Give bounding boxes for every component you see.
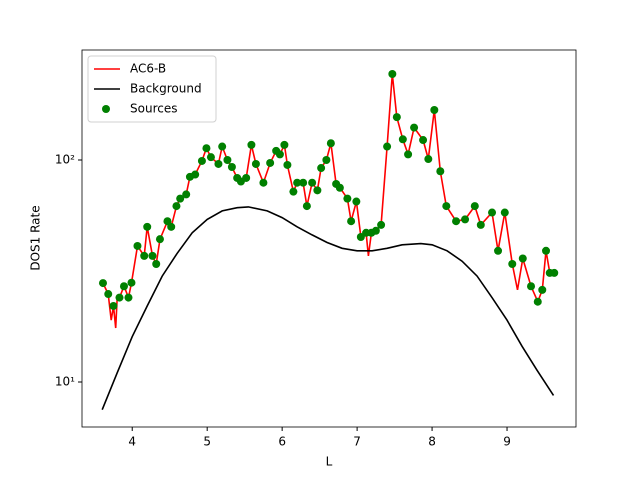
source-point bbox=[293, 178, 302, 187]
legend-box bbox=[87, 55, 217, 123]
source-point bbox=[352, 197, 361, 206]
source-point bbox=[214, 159, 223, 168]
source-point bbox=[299, 178, 308, 187]
source-point bbox=[119, 282, 128, 291]
source-point bbox=[115, 293, 124, 302]
source-point bbox=[289, 187, 298, 196]
source-point bbox=[223, 156, 232, 165]
source-point bbox=[404, 150, 413, 159]
source-point bbox=[322, 156, 331, 165]
source-point bbox=[155, 235, 164, 244]
legend-label: AC6-B bbox=[130, 62, 166, 76]
x-tick-label: 9 bbox=[503, 435, 511, 449]
source-point bbox=[251, 159, 260, 168]
x-tick-label: 8 bbox=[428, 435, 436, 449]
series-line bbox=[102, 73, 555, 329]
source-point bbox=[182, 190, 191, 199]
plot-frame bbox=[81, 49, 577, 428]
source-point bbox=[308, 178, 317, 187]
source-point bbox=[172, 202, 181, 211]
source-point bbox=[163, 217, 172, 226]
source-point bbox=[410, 123, 419, 132]
source-point bbox=[104, 290, 113, 299]
source-point bbox=[266, 158, 275, 167]
source-point bbox=[259, 178, 268, 187]
x-tick-label: 5 bbox=[203, 435, 211, 449]
source-point bbox=[508, 260, 517, 269]
source-point bbox=[436, 167, 445, 176]
y-tick-label: 10² bbox=[55, 153, 75, 167]
source-point bbox=[424, 155, 433, 164]
source-point bbox=[518, 254, 527, 263]
source-point bbox=[98, 279, 107, 288]
y-tick-label: 10¹ bbox=[55, 374, 75, 388]
source-point bbox=[124, 293, 133, 302]
x-axis-label: L bbox=[326, 455, 333, 469]
source-point bbox=[383, 142, 392, 151]
source-point bbox=[191, 170, 200, 179]
source-point bbox=[140, 251, 149, 260]
source-point bbox=[317, 164, 326, 173]
source-point bbox=[371, 226, 380, 235]
source-point bbox=[488, 208, 497, 217]
source-point bbox=[176, 194, 185, 203]
legend-marker bbox=[102, 105, 110, 113]
source-point bbox=[326, 139, 335, 148]
source-point bbox=[538, 285, 547, 294]
source-point bbox=[206, 153, 215, 162]
source-point bbox=[247, 140, 256, 149]
legend-label: Sources bbox=[130, 102, 177, 116]
source-point bbox=[343, 194, 352, 203]
source-point bbox=[127, 278, 136, 287]
source-point bbox=[470, 202, 479, 211]
source-point bbox=[313, 186, 322, 195]
x-tick-label: 4 bbox=[128, 435, 136, 449]
source-point bbox=[335, 183, 344, 192]
source-point bbox=[476, 220, 485, 229]
source-point bbox=[442, 202, 451, 211]
source-point bbox=[398, 135, 407, 144]
source-point bbox=[302, 202, 311, 211]
source-point bbox=[430, 105, 439, 114]
y-axis-label: DOS1 Rate bbox=[29, 205, 43, 270]
source-point bbox=[377, 220, 386, 229]
source-point bbox=[109, 301, 118, 310]
source-point bbox=[494, 246, 503, 255]
series-line bbox=[101, 206, 555, 411]
source-point bbox=[542, 246, 551, 255]
x-tick-label: 7 bbox=[353, 435, 361, 449]
source-point bbox=[218, 142, 227, 151]
source-point bbox=[133, 241, 142, 250]
source-point bbox=[500, 208, 509, 217]
legend-label: Background bbox=[130, 82, 202, 96]
source-point bbox=[550, 268, 559, 277]
source-point bbox=[347, 217, 356, 226]
source-point bbox=[452, 217, 461, 226]
source-point bbox=[527, 282, 536, 291]
source-point bbox=[202, 144, 211, 153]
source-point bbox=[419, 136, 428, 145]
source-point bbox=[152, 260, 161, 269]
source-point bbox=[143, 222, 152, 231]
source-point bbox=[227, 163, 236, 172]
source-point bbox=[197, 156, 206, 165]
source-point bbox=[533, 297, 542, 306]
source-point bbox=[280, 140, 289, 149]
source-point bbox=[283, 160, 292, 169]
source-point bbox=[392, 113, 401, 122]
source-point bbox=[167, 222, 176, 231]
x-tick-label: 6 bbox=[278, 435, 286, 449]
source-point bbox=[461, 215, 470, 224]
source-point bbox=[242, 173, 251, 182]
source-point bbox=[388, 70, 397, 79]
source-point bbox=[148, 251, 157, 260]
source-point bbox=[275, 150, 284, 159]
